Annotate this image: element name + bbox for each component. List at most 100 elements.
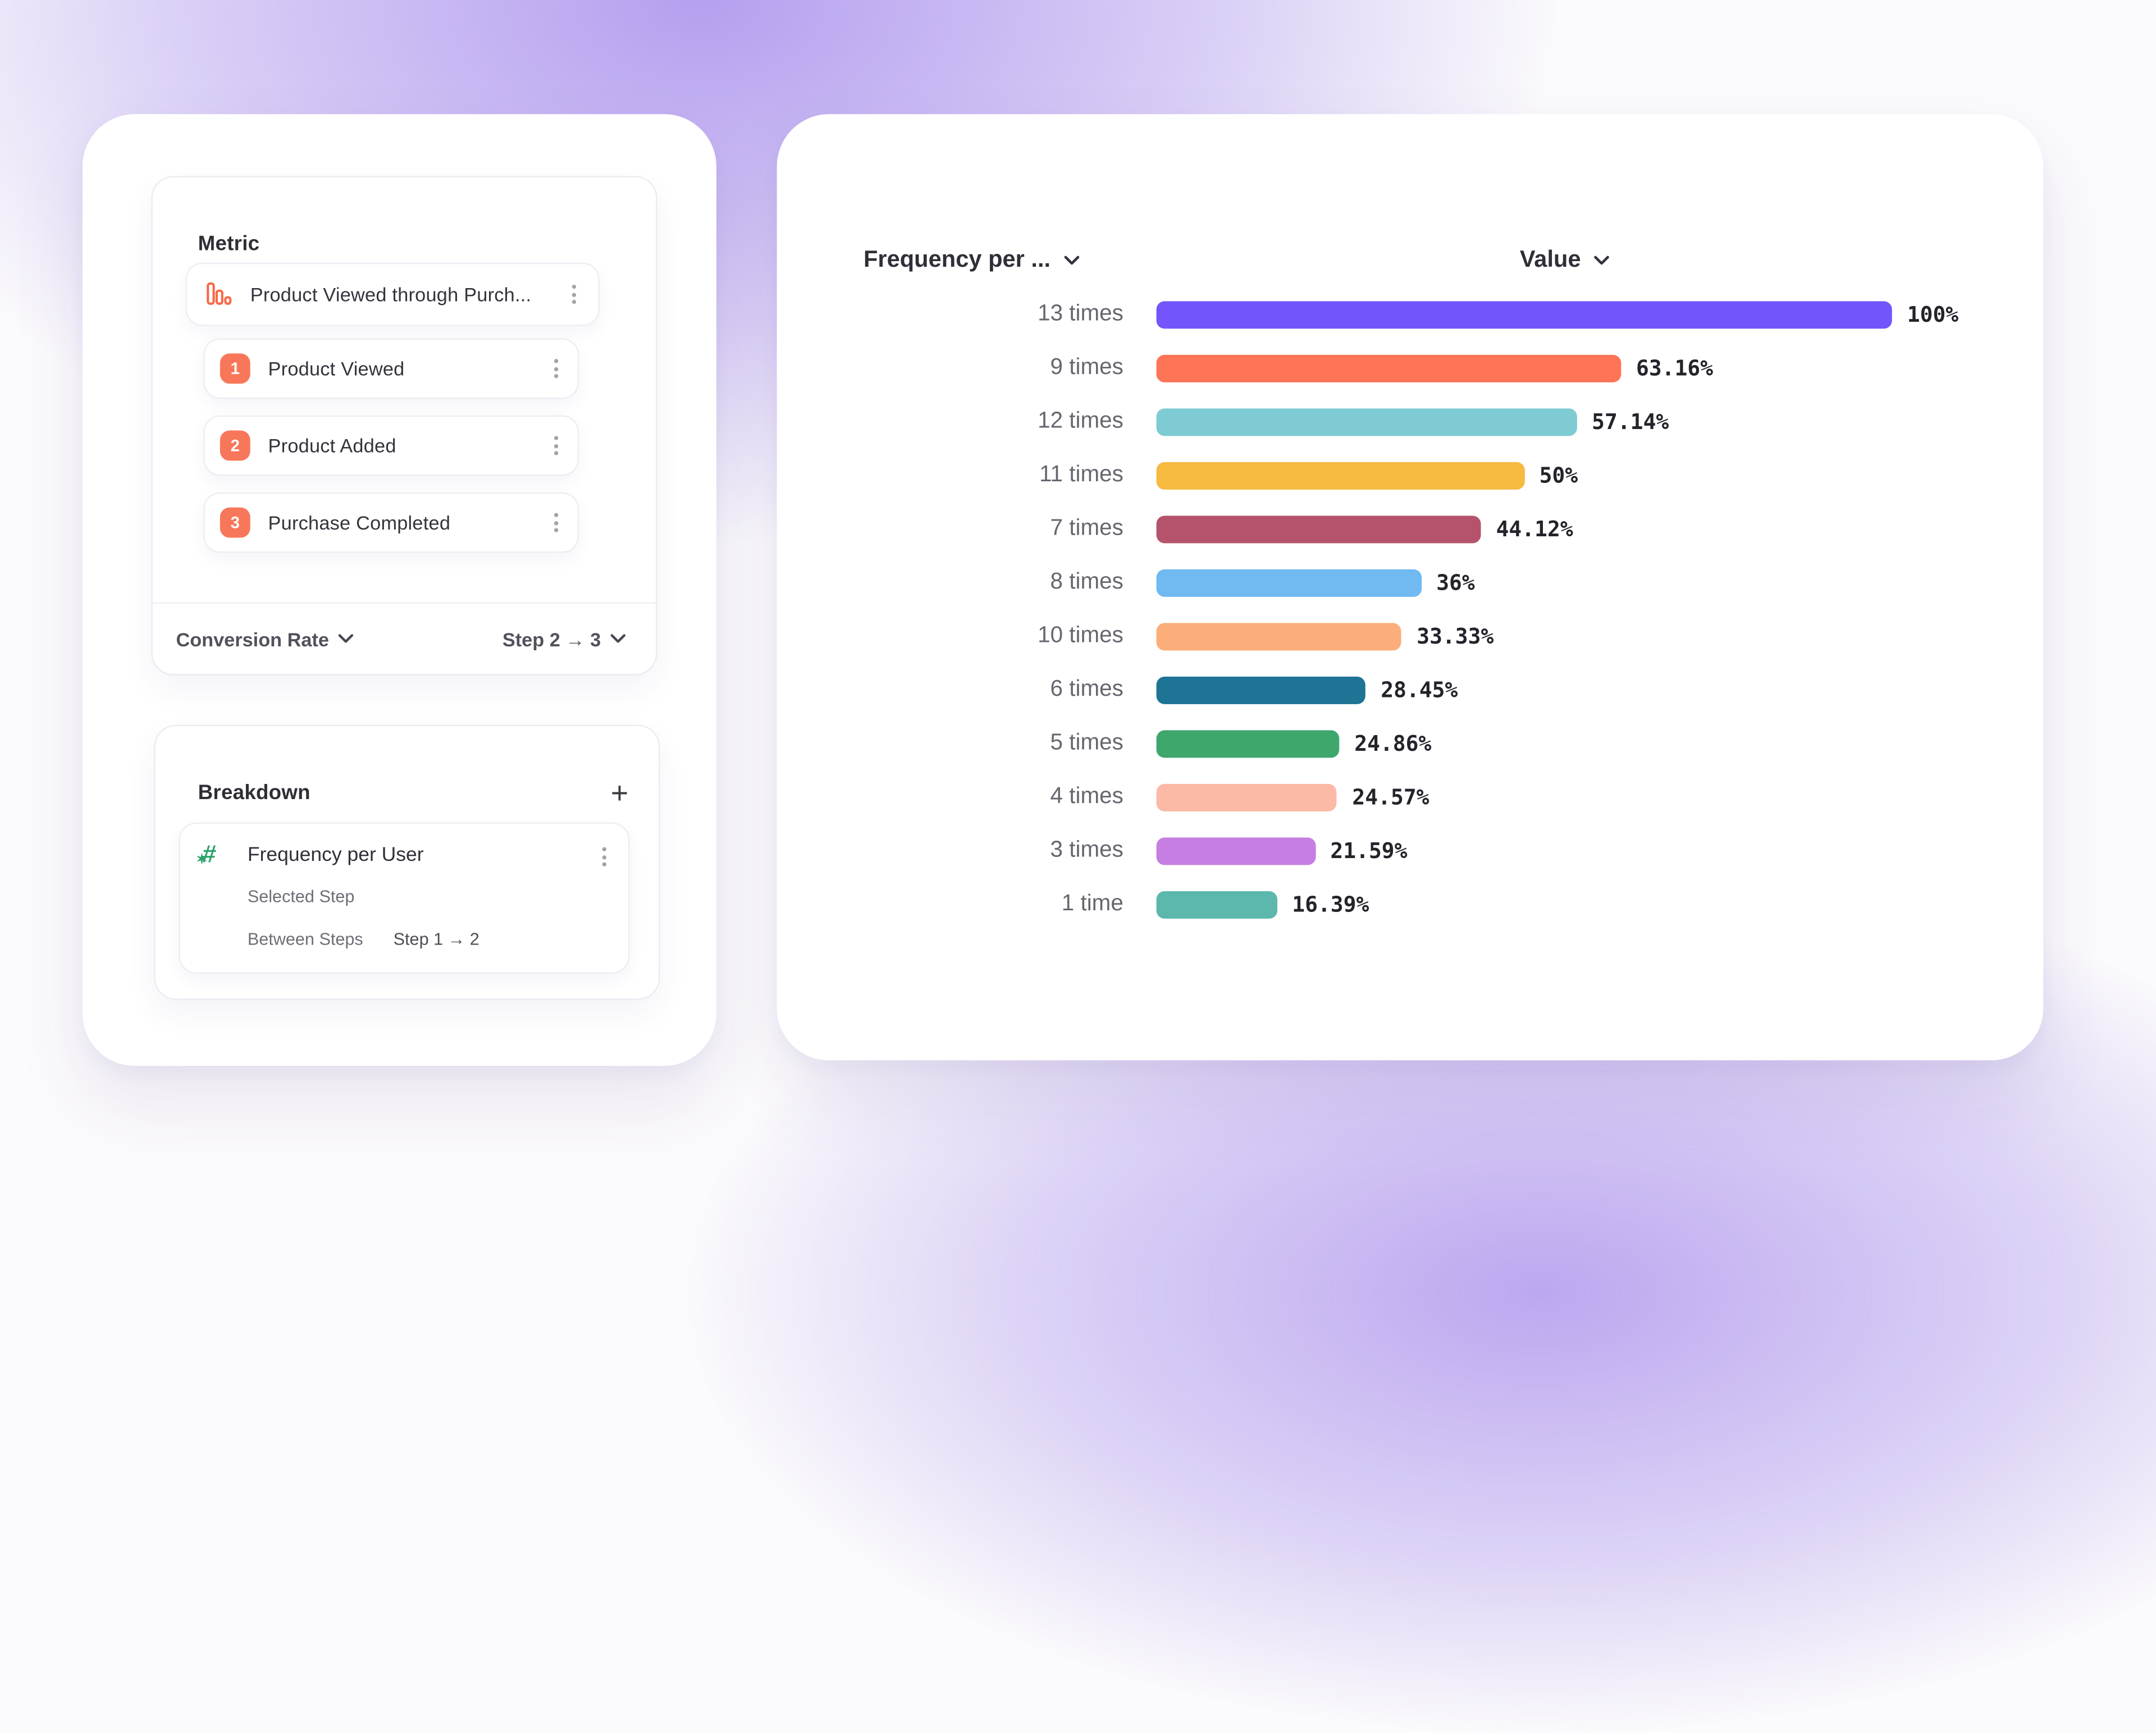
chart-row: 10 times 33.33% xyxy=(777,609,2044,663)
value-label: 57.14% xyxy=(1592,409,1669,434)
breakdown-item-label: Frequency per User xyxy=(247,844,424,866)
step-number-badge: 2 xyxy=(220,430,250,461)
chart-row: 6 times 28.45% xyxy=(777,663,2044,717)
metric-footer: Conversion Rate Step 2 → 3 xyxy=(153,604,656,674)
bar[interactable] xyxy=(1156,354,1621,382)
bar-track xyxy=(1156,622,1402,650)
bar-track xyxy=(1156,890,1277,918)
bar[interactable] xyxy=(1156,783,1337,811)
bar[interactable] xyxy=(1156,622,1402,650)
value-label: 16.39% xyxy=(1292,892,1369,917)
bar-track xyxy=(1156,408,1577,436)
value-label: 24.57% xyxy=(1352,785,1429,810)
conversion-rate-dropdown[interactable]: Conversion Rate xyxy=(176,628,354,650)
funnel-step[interactable]: 2 Product Added xyxy=(203,415,579,476)
funnel-bars-icon xyxy=(207,281,232,304)
chart-row: 5 times 24.86% xyxy=(777,717,2044,770)
value-label: 33.33% xyxy=(1417,623,1494,649)
bar-track xyxy=(1156,354,1621,382)
kebab-menu-icon[interactable] xyxy=(549,353,564,384)
funnel-metric-label: Product Viewed through Purch... xyxy=(250,283,532,305)
metric-title: Metric xyxy=(198,232,260,257)
step-range-dropdown[interactable]: Step 2 → 3 xyxy=(502,627,626,650)
bar[interactable] xyxy=(1156,515,1481,543)
category-label: 11 times xyxy=(1039,462,1123,487)
chart-row: 8 times 36% xyxy=(777,555,2044,609)
category-label: 3 times xyxy=(1050,837,1123,863)
bar[interactable] xyxy=(1156,890,1277,918)
bar-track xyxy=(1156,837,1315,865)
bar-track xyxy=(1156,676,1366,704)
query-builder-card: Metric Product Viewed through Purch... 1… xyxy=(82,114,716,1066)
chevron-down-icon xyxy=(1595,255,1610,264)
step-number-badge: 1 xyxy=(220,353,250,384)
category-label: 13 times xyxy=(1038,301,1123,326)
value-label: 100% xyxy=(1907,302,1959,327)
metric-footer-divider xyxy=(152,602,656,604)
category-label: 6 times xyxy=(1050,676,1123,701)
step-label: Purchase Completed xyxy=(268,512,451,534)
chart-row: 7 times 44.12% xyxy=(777,502,2044,556)
step-label: Product Viewed xyxy=(268,357,405,380)
chart-value-dropdown[interactable]: Value xyxy=(1520,246,1610,273)
property-label: Between Steps xyxy=(247,929,363,949)
hash-icon: # ✶ xyxy=(196,840,234,870)
breakdown-panel: Breakdown + # ✶ Frequency per User Select… xyxy=(154,724,660,1000)
bar[interactable] xyxy=(1156,461,1524,489)
chevron-down-icon xyxy=(1064,255,1080,264)
chart-row: 9 times 63.16% xyxy=(777,341,2044,395)
category-label: 8 times xyxy=(1050,569,1123,594)
step-label: Product Added xyxy=(268,434,396,457)
funnel-step[interactable]: 3 Purchase Completed xyxy=(203,492,579,553)
chart-x-axis-label: Frequency per ... xyxy=(863,246,1051,272)
metric-panel: Metric Product Viewed through Purch... 1… xyxy=(151,176,657,676)
category-label: 4 times xyxy=(1050,783,1123,809)
chart-x-axis-dropdown[interactable]: Frequency per ... xyxy=(864,246,1080,273)
bar-track xyxy=(1156,729,1340,758)
bar-track xyxy=(1156,300,1892,329)
chart-value-label: Value xyxy=(1519,246,1581,272)
kebab-menu-icon[interactable] xyxy=(567,279,582,309)
value-label: 63.16% xyxy=(1636,355,1714,381)
kebab-menu-icon[interactable] xyxy=(549,508,564,538)
step-range-label: Step 2 → 3 xyxy=(502,627,601,650)
bar-track xyxy=(1156,515,1481,543)
breakdown-item[interactable]: # ✶ Frequency per User Selected Step Betw… xyxy=(179,822,630,974)
category-label: 12 times xyxy=(1038,408,1123,434)
kebab-menu-icon[interactable] xyxy=(549,431,564,461)
chart-row: 1 time 16.39% xyxy=(777,877,2044,931)
chart-row: 12 times 57.14% xyxy=(777,395,2044,449)
bar-chart: 13 times 100% 9 times 63.16% 12 times xyxy=(777,288,2044,931)
step-number-badge: 3 xyxy=(220,507,250,538)
add-breakdown-button[interactable]: + xyxy=(608,778,631,808)
chart-card: Frequency per ... Value 13 times 100% 9 … xyxy=(776,114,2044,1061)
value-label: 21.59% xyxy=(1330,838,1408,863)
funnel-step[interactable]: 1 Product Viewed xyxy=(203,338,579,399)
star-icon: ✶ xyxy=(196,852,208,868)
category-label: 7 times xyxy=(1050,516,1123,541)
category-label: 9 times xyxy=(1050,354,1123,380)
bar[interactable] xyxy=(1156,568,1422,596)
breakdown-property-row: Selected Step xyxy=(248,887,385,906)
breakdown-property-row: Between Steps Step 1 → 2 xyxy=(248,930,479,949)
value-label: 50% xyxy=(1539,463,1578,488)
bar-track xyxy=(1156,568,1422,596)
category-label: 5 times xyxy=(1050,730,1123,755)
property-value: Step 1 → 2 xyxy=(393,929,479,949)
property-label: Selected Step xyxy=(247,887,355,906)
kebab-menu-icon[interactable] xyxy=(597,842,612,872)
value-label: 44.12% xyxy=(1496,516,1573,541)
value-label: 24.86% xyxy=(1354,731,1432,756)
bar[interactable] xyxy=(1156,300,1892,329)
bar-track xyxy=(1156,783,1337,811)
funnel-metric-item[interactable]: Product Viewed through Purch... xyxy=(185,262,600,326)
bar[interactable] xyxy=(1156,676,1366,704)
bar[interactable] xyxy=(1156,837,1315,865)
bar[interactable] xyxy=(1156,408,1577,436)
chevron-down-icon xyxy=(610,634,626,643)
conversion-rate-label: Conversion Rate xyxy=(176,627,329,650)
category-label: 10 times xyxy=(1038,623,1123,648)
bar[interactable] xyxy=(1156,729,1340,758)
chevron-down-icon xyxy=(339,634,354,643)
